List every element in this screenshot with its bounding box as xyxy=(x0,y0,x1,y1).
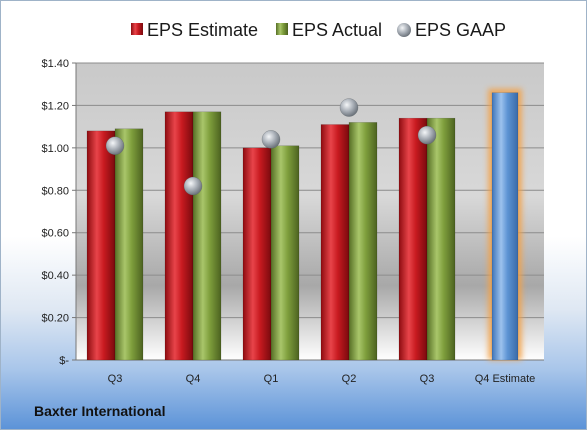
eps-gaap-marker xyxy=(339,98,359,117)
x-axis-ticks: Q3 Q4 Q1 Q2 Q3 Q4 Estimate xyxy=(108,373,536,385)
legend-label-eps-actual: EPS Actual xyxy=(292,20,382,40)
x-tick-label: Q1 xyxy=(264,373,279,385)
x-tick-label: Q3 xyxy=(420,373,435,385)
eps-estimate-bar xyxy=(86,130,116,361)
eps-actual-bar xyxy=(114,128,144,361)
y-tick-label: $0.60 xyxy=(41,228,69,240)
eps-actual-bar xyxy=(192,111,222,361)
company-name: Baxter International xyxy=(34,403,166,419)
legend-swatch-eps-estimate xyxy=(131,23,143,35)
eps-actual-bar xyxy=(348,122,378,361)
eps-estimate-bar xyxy=(164,111,194,361)
q4-estimate-bar xyxy=(491,92,519,361)
bars xyxy=(86,88,522,361)
y-tick-label: $0.20 xyxy=(41,313,69,325)
x-tick-label: Q2 xyxy=(342,373,357,385)
legend-label-eps-estimate: EPS Estimate xyxy=(147,20,258,40)
eps-actual-bar xyxy=(270,145,300,361)
eps-estimate-bar xyxy=(242,147,272,361)
eps-estimate-bar xyxy=(320,124,350,361)
y-tick-label: $1.40 xyxy=(41,58,69,70)
plot-area xyxy=(76,63,544,360)
y-tick-label: $- xyxy=(59,355,69,367)
x-tick-label: Q4 Estimate xyxy=(475,373,536,385)
y-tick-label: $1.00 xyxy=(41,143,69,155)
eps-gaap-marker xyxy=(105,136,125,155)
y-tick-label: $0.80 xyxy=(41,185,69,197)
eps-gaap-marker xyxy=(183,176,203,196)
eps-gaap-marker xyxy=(417,125,437,145)
eps-estimate-bar xyxy=(398,117,428,361)
legend: EPS Estimate EPS Actual EPS GAAP xyxy=(131,20,506,40)
legend-item-eps-estimate: EPS Estimate xyxy=(131,20,258,40)
y-tick-label: $1.20 xyxy=(41,100,69,112)
x-tick-label: Q4 xyxy=(186,373,201,385)
legend-label-eps-gaap: EPS GAAP xyxy=(415,20,506,40)
legend-swatch-eps-actual xyxy=(276,23,288,35)
legend-item-eps-actual: EPS Actual xyxy=(276,20,382,40)
legend-item-eps-gaap: EPS GAAP xyxy=(397,20,506,40)
y-axis-ticks: $- $0.20 $0.40 $0.60 $0.80 $1.00 $1.20 $1.40 xyxy=(41,58,76,367)
legend-swatch-eps-gaap xyxy=(397,23,411,37)
x-tick-label: Q3 xyxy=(108,373,123,385)
y-tick-label: $0.40 xyxy=(41,270,69,282)
eps-actual-bar xyxy=(426,117,456,361)
gaap-markers xyxy=(105,98,437,196)
gridlines xyxy=(76,62,544,319)
eps-gaap-marker xyxy=(261,130,281,149)
